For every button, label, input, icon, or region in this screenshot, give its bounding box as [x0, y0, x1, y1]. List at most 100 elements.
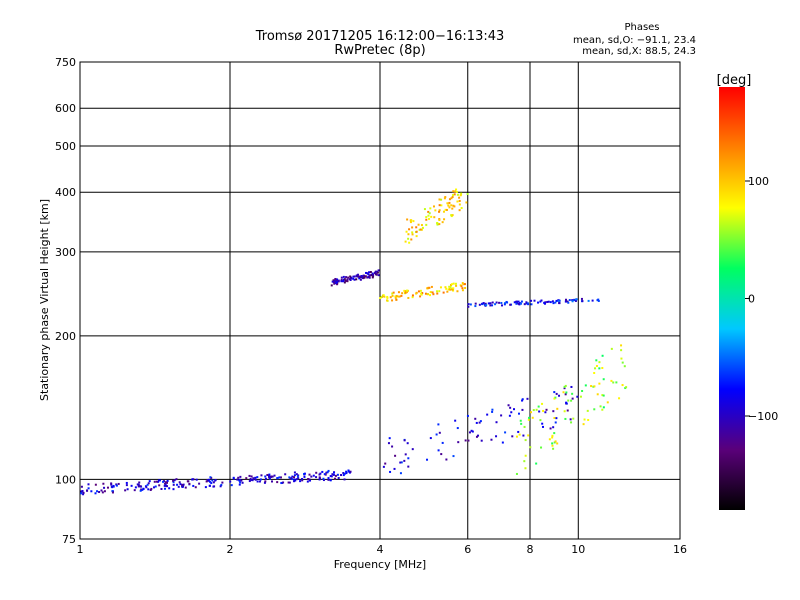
data-point: [141, 488, 144, 491]
data-point: [525, 302, 528, 305]
data-point: [575, 298, 578, 301]
data-point: [301, 479, 304, 482]
data-point: [359, 275, 362, 278]
data-point: [145, 486, 148, 489]
data-point: [477, 434, 480, 437]
data-point: [415, 226, 418, 229]
data-point: [407, 296, 410, 299]
data-point: [87, 483, 90, 486]
data-point: [444, 208, 447, 211]
data-point: [140, 488, 143, 491]
data-point: [500, 301, 503, 304]
data-point: [411, 233, 414, 236]
data-point: [551, 300, 554, 303]
colorbar-gradient: [719, 87, 745, 510]
data-point: [594, 367, 597, 370]
data-point: [166, 485, 169, 488]
data-point: [340, 280, 343, 283]
data-point: [165, 481, 168, 484]
data-point: [478, 303, 481, 306]
data-point: [293, 476, 296, 479]
data-point: [173, 479, 176, 482]
data-point: [541, 402, 544, 405]
data-point: [444, 196, 447, 199]
data-point: [407, 233, 410, 236]
data-point: [437, 449, 440, 452]
data-point: [153, 480, 156, 483]
data-point: [487, 302, 490, 305]
data-point: [571, 299, 574, 302]
data-point: [254, 478, 257, 481]
data-point: [489, 302, 492, 305]
data-point: [333, 279, 336, 282]
data-point: [597, 299, 600, 302]
data-point: [394, 296, 397, 299]
data-point: [389, 470, 392, 473]
data-point: [556, 442, 559, 445]
data-point: [527, 434, 530, 437]
data-point: [454, 419, 457, 422]
data-point: [343, 472, 346, 475]
data-point: [475, 435, 478, 438]
data-point: [271, 480, 274, 483]
data-point: [601, 394, 604, 397]
data-point: [111, 490, 114, 493]
data-point: [621, 384, 624, 387]
data-point: [252, 477, 255, 480]
data-point: [435, 433, 438, 436]
data-point: [364, 275, 367, 278]
data-point: [345, 472, 348, 475]
data-point: [467, 439, 470, 442]
trace-1: [330, 269, 380, 287]
data-point: [142, 487, 145, 490]
y-tick-label: 400: [55, 186, 76, 199]
data-point: [528, 416, 531, 419]
data-point: [428, 217, 431, 220]
data-point: [405, 230, 408, 233]
data-point: [407, 457, 410, 460]
data-point: [394, 454, 397, 457]
data-point: [430, 215, 433, 218]
data-point: [186, 480, 189, 483]
data-point: [535, 408, 538, 411]
data-point: [527, 418, 530, 421]
data-point: [86, 489, 89, 492]
data-point: [587, 299, 590, 302]
data-point: [357, 273, 360, 276]
data-point: [394, 295, 397, 298]
plot-area: 1 2 4 6 8 10 16 75 100 200 300 400 500 600 750: [55, 56, 687, 556]
data-point: [368, 276, 371, 279]
data-point: [205, 480, 208, 483]
data-point: [429, 437, 432, 440]
data-point: [450, 204, 453, 207]
data-point: [310, 475, 313, 478]
data-point: [337, 279, 340, 282]
data-point: [238, 479, 241, 482]
data-point: [295, 473, 298, 476]
data-point: [219, 485, 222, 488]
data-point: [230, 484, 233, 487]
data-point: [440, 198, 443, 201]
data-point: [318, 478, 321, 481]
data-point: [240, 479, 243, 482]
data-point: [268, 475, 271, 478]
data-point: [103, 490, 106, 493]
data-point: [172, 488, 175, 491]
data-point: [462, 283, 465, 286]
data-point: [352, 277, 355, 280]
data-point: [343, 478, 346, 481]
data-point: [515, 472, 518, 475]
data-point: [576, 395, 579, 398]
data-point: [552, 447, 555, 450]
data-point: [208, 478, 211, 481]
data-point: [372, 273, 375, 276]
data-point: [344, 279, 347, 282]
data-point: [598, 361, 601, 364]
data-point: [369, 270, 372, 273]
data-point: [620, 357, 623, 360]
data-point: [210, 482, 213, 485]
data-point: [366, 276, 369, 279]
data-point: [229, 480, 232, 483]
data-point: [427, 286, 430, 289]
data-point: [144, 485, 147, 488]
